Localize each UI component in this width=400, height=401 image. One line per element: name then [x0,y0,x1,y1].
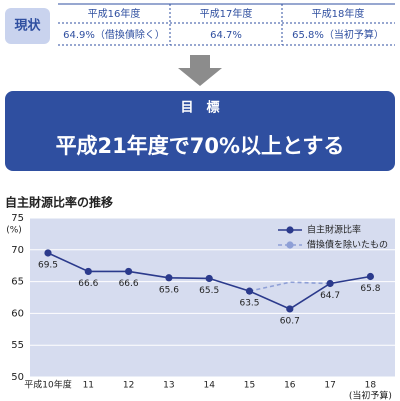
x-tick-label: 15 [244,381,255,391]
table-cell: 64.9%（借換債除く） [63,28,165,41]
data-point [125,267,133,276]
legend-marker [286,226,294,234]
data-label: 63.5 [239,299,259,309]
down-arrow [178,55,222,86]
x-tick-label: 18 [365,381,377,391]
data-label: 65.8 [360,284,380,294]
x-tick-label: 13 [163,381,174,391]
legend-label: 自主財源比率 [307,224,361,236]
data-label: 64.7 [320,291,340,301]
table-cell: 65.8%（当初予算） [292,28,384,41]
goal-text: 平成21年度で70%以上とする [56,134,345,158]
status-badge [5,8,50,44]
x-tick-label: 17 [324,381,335,391]
y-tick-label: 65 [11,277,24,288]
data-point [326,279,334,288]
table-header: 平成17年度 [200,7,253,20]
x-tick-label: 12 [123,381,134,391]
data-label: 69.5 [38,260,58,270]
data-label: 66.6 [119,279,139,289]
data-label: 66.6 [78,279,98,289]
chart-title: 自主財源比率の推移 [5,195,113,210]
x-tick-label: 平成10年度 [24,379,71,391]
goal-banner [5,91,395,171]
y-tick-label: 50 [11,372,24,383]
data-point [366,272,374,281]
y-tick-label: 55 [11,340,24,351]
y-tick-label: 75 [11,213,24,224]
goal-label: 目 標 [180,100,219,116]
plot-area [30,218,395,377]
table-header: 平成18年度 [312,7,365,20]
status-label: 現状 [14,18,41,34]
y-tick-label: 70 [11,245,24,256]
data-point [286,305,294,313]
legend-marker [286,241,294,249]
x-tick-label: 11 [83,381,94,391]
data-label: 65.6 [159,285,179,295]
x-tick-note: (当初予算) [349,390,392,401]
status-table: 平成16年度 平成17年度 平成18年度 64.9%（借換債除く） 64.7% … [58,3,395,46]
data-point [245,287,254,295]
table-header: 平成16年度 [88,7,141,20]
data-point [84,267,92,276]
x-tick-label: 16 [284,381,296,391]
table-cell: 64.7% [210,30,242,41]
data-label: 65.5 [199,286,219,296]
y-axis-label: (%) [6,226,22,236]
legend-label: 借換債を除いたもの [307,239,388,251]
data-point [205,274,213,283]
data-point [165,274,173,282]
data-point [44,249,52,257]
data-label: 60.7 [280,316,300,326]
y-tick-label: 60 [11,308,24,319]
x-tick-label: 14 [203,381,215,391]
